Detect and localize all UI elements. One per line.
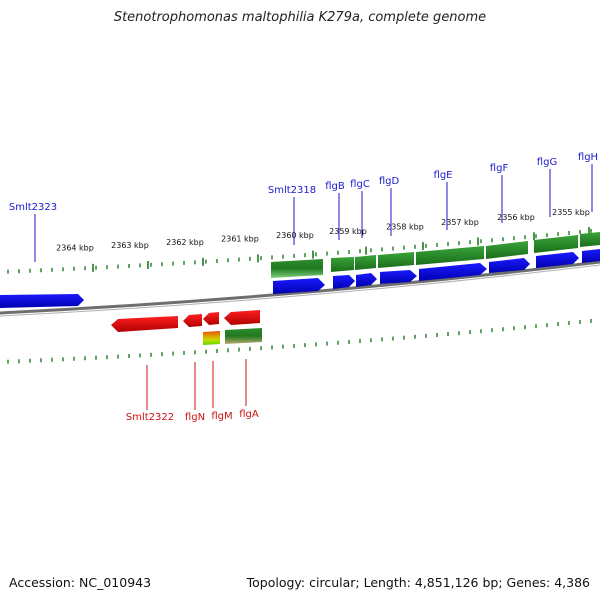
gene-bar-flgc[interactable]	[355, 255, 376, 270]
gene-label-flgh[interactable]: flgH	[578, 152, 598, 163]
gene-bar-flgf[interactable]	[486, 241, 528, 259]
gene-bar-flgd[interactable]	[378, 252, 414, 268]
kbp-label: 2360 kbp	[276, 231, 314, 240]
kbp-scale-labels: 2364 kbp 2363 kbp 2362 kbp 2361 kbp 2360 kbp…	[56, 208, 590, 272]
kbp-label: 2359 kbp	[329, 227, 367, 236]
map-title: Stenotrophomonas maltophilia K279a, comp…	[113, 10, 487, 25]
cds-arrow-smlt2318[interactable]	[273, 278, 325, 294]
cds-arrow-flgb[interactable]	[333, 275, 355, 289]
genome-backbone	[0, 260, 600, 315]
gene-label-flgn[interactable]: flgN	[185, 412, 205, 423]
cds-arrow-flgg[interactable]	[536, 252, 579, 268]
cds-arrow-smlt2323[interactable]	[0, 294, 84, 308]
cds-arrow-flge[interactable]	[419, 263, 487, 281]
gene-bar-flgh[interactable]	[580, 232, 600, 247]
cds-arrow-flgm[interactable]	[203, 312, 219, 325]
kbp-label: 2356 kbp	[497, 213, 535, 222]
kbp-label: 2362 kbp	[166, 238, 204, 247]
gene-label-flgm[interactable]: flgM	[211, 411, 232, 422]
gene-label-flgd[interactable]: flgD	[379, 176, 400, 187]
forward-tick-row	[7, 228, 592, 274]
reverse-cds-arrows	[111, 310, 260, 332]
gene-labels: Smlt2323 Smlt2318 flgB flgC flgD flgE flgF flgG…	[9, 152, 598, 423]
gene-bar-flgb[interactable]	[331, 257, 354, 272]
cds-arrow-flga[interactable]	[224, 310, 260, 325]
gene-bar-flgm[interactable]	[203, 331, 220, 345]
gene-label-flga[interactable]: flgA	[239, 409, 259, 420]
cds-arrow-flgh[interactable]	[582, 249, 600, 263]
forward-gene-bars	[271, 232, 600, 278]
kbp-label: 2363 kbp	[111, 241, 149, 250]
gene-label-smlt2318[interactable]: Smlt2318	[268, 185, 316, 196]
kbp-label: 2361 kbp	[221, 235, 259, 244]
kbp-label: 2357 kbp	[441, 218, 479, 227]
gene-label-flge[interactable]: flgE	[434, 170, 453, 181]
gene-label-smlt2322[interactable]: Smlt2322	[126, 412, 174, 423]
forward-cds-arrows	[0, 249, 600, 308]
gene-bar-flga[interactable]	[225, 328, 262, 344]
cds-arrow-flgn[interactable]	[183, 314, 202, 327]
cds-arrow-smlt2322[interactable]	[111, 316, 178, 332]
gene-bar-flge[interactable]	[416, 246, 484, 265]
cds-arrow-flgc[interactable]	[356, 273, 377, 287]
topology-text: Topology: circular; Length: 4,851,126 bp…	[246, 575, 590, 590]
gene-bar-smlt2318[interactable]	[271, 259, 323, 278]
cds-arrow-flgd[interactable]	[380, 270, 417, 284]
gene-label-flgc[interactable]: flgC	[350, 179, 370, 190]
gene-label-smlt2323[interactable]: Smlt2323	[9, 202, 57, 213]
gene-label-flgf[interactable]: flgF	[490, 163, 509, 174]
gene-bar-flgg[interactable]	[534, 235, 578, 253]
accession-text: Accession: NC_010943	[9, 575, 152, 590]
gene-label-flgb[interactable]: flgB	[325, 181, 345, 192]
gene-label-flgg[interactable]: flgG	[537, 157, 557, 168]
kbp-label: 2358 kbp	[386, 223, 424, 232]
reverse-tick-row	[7, 318, 592, 364]
kbp-label: 2364 kbp	[56, 244, 94, 253]
reverse-gene-bars	[203, 328, 262, 345]
cds-arrow-flgf[interactable]	[489, 258, 530, 273]
kbp-label: 2355 kbp	[552, 208, 590, 217]
